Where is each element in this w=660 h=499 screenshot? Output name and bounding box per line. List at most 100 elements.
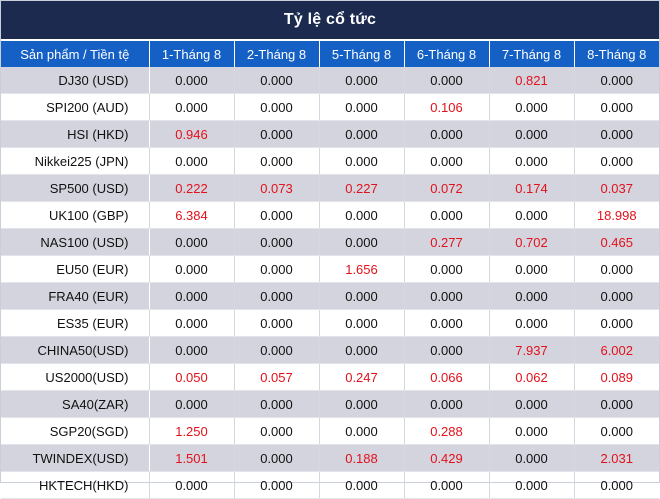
header-row: Sản phẩm / Tiền tệ 1-Tháng 8 2-Tháng 8 5… — [1, 41, 659, 67]
dividend-value-cell: 0.000 — [489, 282, 575, 310]
dividend-value-cell: 0.000 — [234, 336, 320, 364]
table-row: CHINA50(USD) 0.000 0.000 0.000 0.000 7.937 6.0… — [1, 336, 659, 364]
product-cell: SPI200 (AUD) — [1, 93, 150, 121]
product-cell: ES35 (EUR) — [1, 309, 150, 337]
dividend-value-cell: 0.000 — [234, 309, 320, 337]
col-header-date: 7-Tháng 8 — [489, 41, 575, 67]
table-title: Tỷ lệ cổ tức — [1, 1, 659, 41]
dividend-value-cell: 0.000 — [489, 120, 575, 148]
product-cell: Nikkei225 (JPN) — [1, 147, 150, 175]
dividend-value-cell: 0.062 — [489, 363, 575, 391]
dividend-value-cell: 0.000 — [404, 309, 490, 337]
dividend-value-cell: 0.000 — [404, 255, 490, 283]
product-cell: US2000(USD) — [1, 363, 150, 391]
dividend-value-cell: 0.000 — [234, 471, 320, 499]
product-cell: HKTECH(HKD) — [1, 471, 150, 499]
dividend-value-cell: 0.000 — [319, 201, 405, 229]
dividend-value-cell: 0.000 — [574, 93, 659, 121]
dividend-value-cell: 0.227 — [319, 174, 405, 202]
dividend-value-cell: 0.000 — [234, 147, 320, 175]
dividend-value-cell: 0.000 — [574, 390, 659, 418]
dividend-value-cell: 0.037 — [574, 174, 659, 202]
dividend-value-cell: 1.501 — [149, 444, 235, 472]
dividend-value-cell: 0.000 — [404, 67, 490, 94]
dividend-value-cell: 0.000 — [234, 390, 320, 418]
dividend-value-cell: 0.000 — [489, 147, 575, 175]
dividend-value-cell: 0.000 — [319, 390, 405, 418]
dividend-value-cell: 0.000 — [574, 120, 659, 148]
table-row: TWINDEX(USD) 1.501 0.000 0.188 0.429 0.000 2.0… — [1, 444, 659, 472]
dividend-value-cell: 0.000 — [404, 336, 490, 364]
col-header-date: 5-Tháng 8 — [319, 41, 405, 67]
dividend-value-cell: 0.000 — [489, 471, 575, 499]
dividend-value-cell: 0.000 — [404, 390, 490, 418]
dividend-table: Sản phẩm / Tiền tệ 1-Tháng 8 2-Tháng 8 5… — [1, 41, 659, 499]
dividend-value-cell: 0.000 — [149, 309, 235, 337]
dividend-value-cell: 0.000 — [234, 444, 320, 472]
dividend-value-cell: 0.000 — [234, 228, 320, 256]
table-row: SA40(ZAR) 0.000 0.000 0.000 0.000 0.000 0.000 — [1, 390, 659, 418]
table-row: SPI200 (AUD) 0.000 0.000 0.000 0.106 0.000 0.0… — [1, 93, 659, 121]
dividend-value-cell: 0.089 — [574, 363, 659, 391]
table-row: UK100 (GBP) 6.384 0.000 0.000 0.000 0.000 18.9… — [1, 201, 659, 229]
dividend-value-cell: 0.000 — [404, 147, 490, 175]
dividend-value-cell: 0.000 — [574, 471, 659, 499]
dividend-value-cell: 0.000 — [234, 120, 320, 148]
dividend-value-cell: 0.000 — [149, 255, 235, 283]
dividend-value-cell: 0.000 — [404, 120, 490, 148]
dividend-value-cell: 0.106 — [404, 93, 490, 121]
dividend-value-cell: 0.188 — [319, 444, 405, 472]
table-row: NAS100 (USD) 0.000 0.000 0.000 0.277 0.702 0.4… — [1, 228, 659, 256]
dividend-value-cell: 0.000 — [489, 390, 575, 418]
dividend-value-cell: 6.384 — [149, 201, 235, 229]
product-cell: CHINA50(USD) — [1, 336, 150, 364]
dividend-value-cell: 0.000 — [149, 336, 235, 364]
table-row: FRA40 (EUR) 0.000 0.000 0.000 0.000 0.000 0.00… — [1, 282, 659, 310]
dividend-value-cell: 0.000 — [404, 201, 490, 229]
dividend-value-cell: 0.000 — [319, 228, 405, 256]
col-header-date: 1-Tháng 8 — [149, 41, 235, 67]
product-cell: EU50 (EUR) — [1, 255, 150, 283]
product-cell: SA40(ZAR) — [1, 390, 150, 418]
dividend-value-cell: 0.000 — [489, 309, 575, 337]
table-row: SP500 (USD) 0.222 0.073 0.227 0.072 0.174 0.03… — [1, 174, 659, 202]
dividend-value-cell: 2.031 — [574, 444, 659, 472]
dividend-value-cell: 0.000 — [319, 282, 405, 310]
table-row: Nikkei225 (JPN) 0.000 0.000 0.000 0.000 0.000… — [1, 147, 659, 175]
dividend-value-cell: 0.000 — [234, 282, 320, 310]
product-cell: FRA40 (EUR) — [1, 282, 150, 310]
dividend-value-cell: 0.000 — [149, 67, 235, 94]
dividend-value-cell: 0.000 — [234, 67, 320, 94]
dividend-value-cell: 0.073 — [234, 174, 320, 202]
dividend-value-cell: 0.000 — [574, 255, 659, 283]
dividend-value-cell: 0.000 — [319, 67, 405, 94]
table-row: HKTECH(HKD) 0.000 0.000 0.000 0.000 0.000 0.00… — [1, 471, 659, 499]
dividend-value-cell: 0.000 — [149, 228, 235, 256]
dividend-value-cell: 0.000 — [149, 147, 235, 175]
col-header-date: 8-Tháng 8 — [574, 41, 659, 67]
product-cell: HSI (HKD) — [1, 120, 150, 148]
col-header-date: 2-Tháng 8 — [234, 41, 320, 67]
table-row: US2000(USD) 0.050 0.057 0.247 0.066 0.062 0.08… — [1, 363, 659, 391]
dividend-value-cell: 0.174 — [489, 174, 575, 202]
dividend-value-cell: 0.000 — [319, 417, 405, 445]
dividend-value-cell: 0.000 — [489, 444, 575, 472]
dividend-value-cell: 1.656 — [319, 255, 405, 283]
dividend-value-cell: 0.821 — [489, 67, 575, 94]
dividend-value-cell: 0.000 — [404, 471, 490, 499]
dividend-value-cell: 0.000 — [319, 147, 405, 175]
dividend-value-cell: 0.429 — [404, 444, 490, 472]
dividend-value-cell: 0.465 — [574, 228, 659, 256]
col-header-date: 6-Tháng 8 — [404, 41, 490, 67]
table-row: DJ30 (USD) 0.000 0.000 0.000 0.000 0.821 0.000 — [1, 67, 659, 94]
dividend-value-cell: 18.998 — [574, 201, 659, 229]
dividend-value-cell: 0.072 — [404, 174, 490, 202]
product-cell: NAS100 (USD) — [1, 228, 150, 256]
dividend-value-cell: 0.000 — [319, 336, 405, 364]
dividend-value-cell: 0.946 — [149, 120, 235, 148]
dividend-value-cell: 0.000 — [574, 147, 659, 175]
col-header-product: Sản phẩm / Tiền tệ — [1, 41, 150, 67]
dividend-value-cell: 1.250 — [149, 417, 235, 445]
dividend-value-cell: 0.288 — [404, 417, 490, 445]
